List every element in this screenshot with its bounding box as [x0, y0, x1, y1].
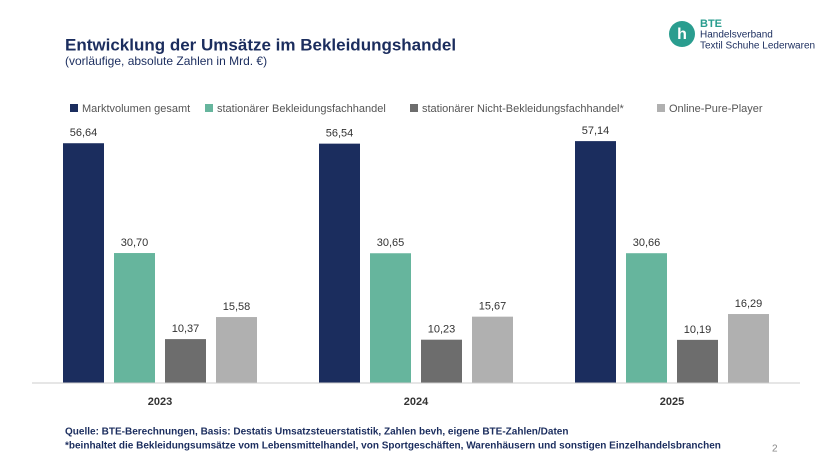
- data-label: 16,29: [735, 298, 763, 310]
- x-tick-label: 2024: [404, 396, 429, 408]
- data-label: 30,70: [121, 237, 149, 249]
- bar: [472, 316, 513, 383]
- bar: [370, 253, 411, 383]
- data-label: 10,23: [428, 324, 456, 336]
- bar: [421, 339, 462, 383]
- legend-swatch: [70, 104, 78, 112]
- bar: [728, 314, 769, 383]
- bar: [63, 143, 104, 383]
- chart-title: Entwicklung der Umsätze im Bekleidungsha…: [65, 35, 456, 54]
- data-label: 15,58: [223, 301, 251, 313]
- bar: [319, 143, 360, 383]
- logo-name: BTE: [700, 18, 722, 30]
- data-label: 10,37: [172, 323, 200, 335]
- logo-icon: [669, 21, 695, 47]
- data-label: 56,64: [70, 127, 98, 139]
- bar: [114, 253, 155, 383]
- data-label: 30,65: [377, 237, 405, 249]
- bar: [165, 339, 206, 383]
- chart-subtitle: (vorläufige, absolute Zahlen in Mrd. €): [65, 54, 267, 68]
- legend-label: Marktvolumen gesamt: [82, 103, 190, 115]
- legend-label: stationärer Bekleidungsfachhandel: [217, 103, 386, 115]
- data-label: 56,54: [326, 128, 354, 140]
- legend-label: Online-Pure-Player: [669, 103, 763, 115]
- footer-source: Quelle: BTE-Berechnungen, Basis: Destati…: [65, 427, 568, 438]
- legend-swatch: [410, 104, 418, 112]
- footer-note: *beinhaltet die Bekleidungsumsätze vom L…: [65, 441, 721, 452]
- data-label: 57,14: [582, 125, 610, 137]
- data-label: 30,66: [633, 237, 661, 249]
- bar: [677, 339, 718, 383]
- page-number: 2: [772, 444, 778, 455]
- logo-line: Handelsverband: [700, 30, 773, 41]
- data-label: 15,67: [479, 301, 507, 313]
- x-tick-label: 2025: [660, 396, 684, 408]
- logo-glyph: h: [677, 26, 687, 43]
- logo-line: Textil Schuhe Lederwaren: [700, 41, 815, 52]
- bar: [626, 253, 667, 383]
- x-tick-label: 2023: [148, 396, 172, 408]
- legend-swatch: [205, 104, 213, 112]
- bar: [575, 141, 616, 383]
- bar: [216, 317, 257, 383]
- data-label: 10,19: [684, 324, 712, 336]
- legend-label: stationärer Nicht-Bekleidungsfachhandel*: [422, 103, 625, 115]
- legend-swatch: [657, 104, 665, 112]
